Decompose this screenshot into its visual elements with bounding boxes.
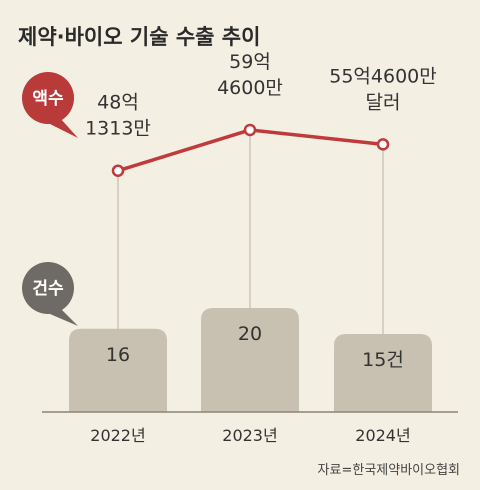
legend-badge-amount: 액수 — [22, 72, 78, 138]
line-value-label: 59억 — [229, 51, 271, 73]
badge-amount-pointer — [50, 118, 78, 138]
source-note: 자료=한국제약바이오협회 — [318, 463, 460, 478]
bar — [334, 334, 432, 412]
x-tick-label: 2022년 — [90, 426, 145, 445]
badge-count-pointer — [50, 308, 78, 326]
x-tick-label: 2023년 — [222, 426, 277, 445]
line-series — [111, 123, 390, 177]
bar — [69, 328, 167, 412]
legend-badge-count: 건수 — [22, 262, 78, 326]
x-tick-label: 2024년 — [355, 426, 410, 445]
badge-amount-circle — [22, 72, 74, 124]
line-point — [243, 123, 257, 137]
bar-value-label: 16 — [106, 344, 130, 366]
line-point — [376, 138, 390, 151]
line-value-label: 4600만 — [217, 77, 283, 99]
x-axis-tick-labels: 2022년 2023년 2024년 — [90, 426, 410, 445]
line-point — [111, 164, 125, 177]
chart-title: 제약·바이오 기술 수출 추이 — [18, 25, 260, 49]
bar-value-label: 20 — [238, 323, 262, 345]
line-value-label: 1313만 — [85, 118, 151, 140]
badge-amount-label: 액수 — [32, 89, 64, 109]
badge-count-circle — [22, 262, 74, 314]
bar-value-label: 15건 — [362, 349, 404, 371]
bar — [201, 308, 299, 412]
line-value-label: 달러 — [366, 91, 401, 113]
line-value-label: 48억 — [97, 92, 139, 114]
badge-count-label: 건수 — [32, 279, 64, 299]
bar-series: 16 20 15건 — [69, 308, 432, 412]
line-value-label: 55억4600만 — [329, 65, 437, 87]
